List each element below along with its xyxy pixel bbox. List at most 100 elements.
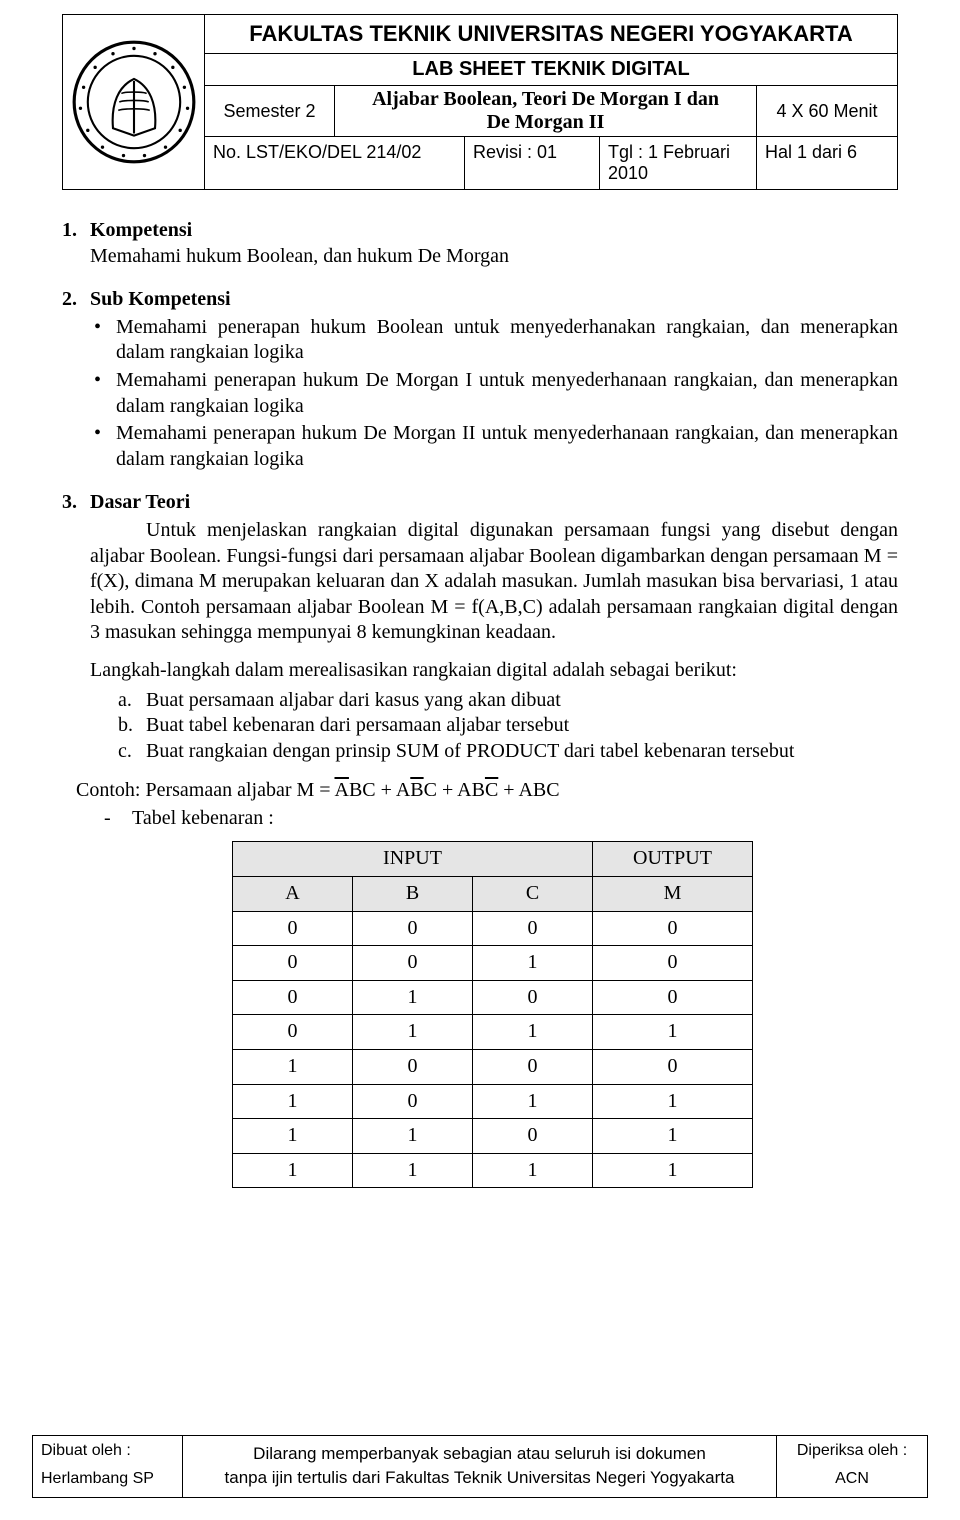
eq-plus: + <box>442 779 457 801</box>
table-cell: 0 <box>233 911 353 946</box>
table-cell: 0 <box>593 911 753 946</box>
step-item: a.Buat persamaan aljabar dari kasus yang… <box>118 688 898 714</box>
eq-t2a: A <box>396 779 410 801</box>
table-cell: 1 <box>353 1153 473 1188</box>
table-cell: 1 <box>233 1153 353 1188</box>
step-text: Buat rangkaian dengan prinsip SUM of PRO… <box>146 740 794 762</box>
table-cell: 0 <box>473 911 593 946</box>
table-cell: 0 <box>353 946 473 981</box>
table-cell: 1 <box>233 1119 353 1154</box>
section-3-num: 3. <box>62 490 90 516</box>
table-cell: 0 <box>353 911 473 946</box>
topic-line1: Aljabar Boolean, Teori De Morgan I dan <box>372 88 719 110</box>
dash-caption: Tabel kebenaran : <box>104 806 898 832</box>
eq-plus: + <box>381 779 396 801</box>
eq-abar: A <box>334 779 348 801</box>
step-text: Buat tabel kebenaran dari persamaan alja… <box>146 714 569 736</box>
table-subheader-row: A B C M <box>233 877 753 912</box>
semester: Semester 2 <box>205 86 335 136</box>
step-letter: b. <box>118 713 133 739</box>
logo-cell <box>63 15 205 189</box>
section-3-heading: 3. Dasar Teori <box>62 490 898 516</box>
doc-header: FAKULTAS TEKNIK UNIVERSITAS NEGERI YOGYA… <box>62 14 898 190</box>
eq-t3a: AB <box>457 779 485 801</box>
section-1-heading: 1. Kompetensi <box>62 218 898 244</box>
table-row: 1011 <box>233 1084 753 1119</box>
eq-t4: ABC <box>518 779 559 801</box>
eq-equals: = <box>319 779 334 801</box>
table-cell: 0 <box>353 1050 473 1085</box>
doc-date: Tgl : 1 Februari 2010 <box>600 137 757 189</box>
truth-table: INPUT OUTPUT A B C M 0000001001000111100… <box>232 841 753 1188</box>
bullet-item: Memahami penerapan hukum Boolean untuk m… <box>90 315 898 366</box>
eq-t1b: BC <box>349 779 376 801</box>
equation-line: Contoh: Persamaan aljabar M = ABC + ABC … <box>76 778 898 804</box>
section-2-bullets: Memahami penerapan hukum Boolean untuk m… <box>90 315 898 473</box>
table-cell: 0 <box>593 1050 753 1085</box>
step-letter: c. <box>118 739 132 765</box>
section-3-para2: Langkah-langkah dalam merealisasikan ran… <box>90 658 898 684</box>
doc-number: No. LST/EKO/DEL 214/02 <box>205 137 465 189</box>
labsheet-title: LAB SHEET TEKNIK DIGITAL <box>205 54 897 86</box>
th-input: INPUT <box>233 842 593 877</box>
topic-line2: De Morgan II <box>487 111 605 133</box>
step-letter: a. <box>118 688 132 714</box>
section-2-num: 2. <box>62 287 90 313</box>
section-3-para1: Untuk menjelaskan rangkaian digital digu… <box>90 518 898 646</box>
table-cell: 1 <box>353 980 473 1015</box>
table-row: 0000 <box>233 911 753 946</box>
table-cell: 1 <box>593 1084 753 1119</box>
table-row: 0111 <box>233 1015 753 1050</box>
topic: Aljabar Boolean, Teori De Morgan I dan D… <box>335 86 757 136</box>
section-2-title: Sub Kompetensi <box>90 287 231 313</box>
step-item: c. Buat rangkaian dengan prinsip SUM of P… <box>118 739 898 765</box>
table-row: 1000 <box>233 1050 753 1085</box>
th-c: C <box>473 877 593 912</box>
checked-label: Diperiksa oleh : <box>785 1442 919 1460</box>
table-cell: 0 <box>233 946 353 981</box>
table-row: 1101 <box>233 1119 753 1154</box>
table-cell: 0 <box>233 1015 353 1050</box>
content: 1. Kompetensi Memahami hukum Boolean, da… <box>62 218 898 1188</box>
checked-name: ACN <box>785 1470 919 1488</box>
duration: 4 X 60 Menit <box>757 86 897 136</box>
section-1-text: Memahami hukum Boolean, dan hukum De Mor… <box>90 244 898 270</box>
truth-table-wrap: INPUT OUTPUT A B C M 0000001001000111100… <box>232 841 898 1188</box>
th-a: A <box>233 877 353 912</box>
th-m: M <box>593 877 753 912</box>
eq-prefix: Contoh: Persamaan aljabar <box>76 779 297 801</box>
page-number: Hal 1 dari 6 <box>757 137 897 189</box>
table-cell: 1 <box>593 1153 753 1188</box>
table-header-row: INPUT OUTPUT <box>233 842 753 877</box>
step-item: b. Buat tabel kebenaran dari persamaan al… <box>118 713 898 739</box>
university-seal-icon <box>71 39 197 165</box>
section-1-title: Kompetensi <box>90 218 192 244</box>
bullet-item: Memahami penerapan hukum De Morgan II un… <box>90 421 898 472</box>
table-cell: 0 <box>473 1119 593 1154</box>
table-cell: 0 <box>233 980 353 1015</box>
eq-bbar: B <box>410 779 423 801</box>
footer-notice-l1: Dilarang memperbanyak sebagian atau selu… <box>253 1444 706 1463</box>
eq-t2c: C <box>424 779 437 801</box>
table-cell: 1 <box>593 1119 753 1154</box>
made-name: Herlambang SP <box>41 1470 174 1488</box>
eq-cbar: C <box>485 779 498 801</box>
section-3-title: Dasar Teori <box>90 490 190 516</box>
bullet-item: Memahami penerapan hukum De Morgan I unt… <box>90 368 898 419</box>
footer-notice: Dilarang memperbanyak sebagian atau selu… <box>183 1436 777 1497</box>
table-cell: 1 <box>473 1015 593 1050</box>
table-cell: 1 <box>593 1015 753 1050</box>
eq-plus: + <box>503 779 518 801</box>
th-b: B <box>353 877 473 912</box>
doc-footer: Dibuat oleh : Herlambang SP Dilarang mem… <box>32 1435 928 1498</box>
table-cell: 0 <box>473 1050 593 1085</box>
eq-m: M <box>297 779 315 801</box>
footer-made-by: Dibuat oleh : Herlambang SP <box>33 1436 183 1497</box>
faculty-title: FAKULTAS TEKNIK UNIVERSITAS NEGERI YOGYA… <box>205 15 897 54</box>
table-row: 1111 <box>233 1153 753 1188</box>
revision: Revisi : 01 <box>465 137 600 189</box>
made-label: Dibuat oleh : <box>41 1442 174 1460</box>
table-cell: 0 <box>593 980 753 1015</box>
table-cell: 1 <box>473 1084 593 1119</box>
section-2-heading: 2. Sub Kompetensi <box>62 287 898 313</box>
